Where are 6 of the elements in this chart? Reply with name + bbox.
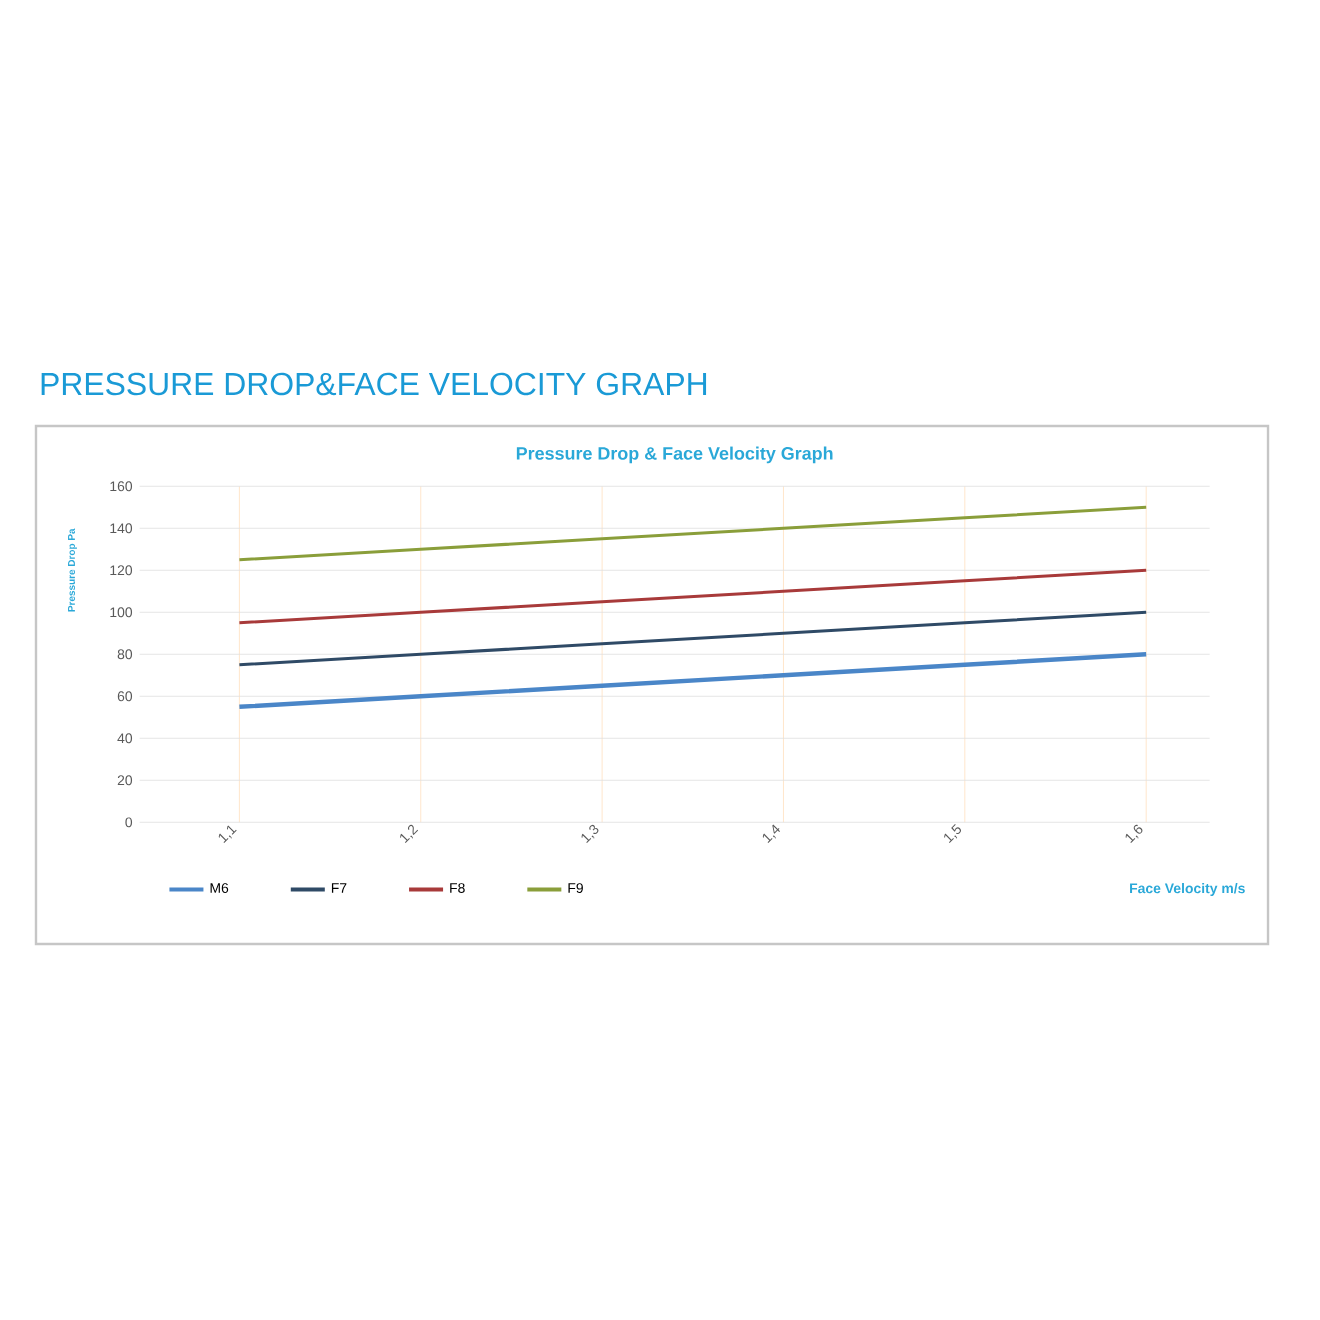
chart-subtitle: Pressure Drop & Face Velocity Graph (516, 446, 833, 464)
chart-title: PRESSURE DROP&FACE VELOCITY GRAPH (41, 372, 707, 396)
line-series (237, 568, 1148, 625)
line-series (237, 652, 1149, 709)
line-series (237, 610, 1148, 667)
line-series (237, 505, 1148, 562)
